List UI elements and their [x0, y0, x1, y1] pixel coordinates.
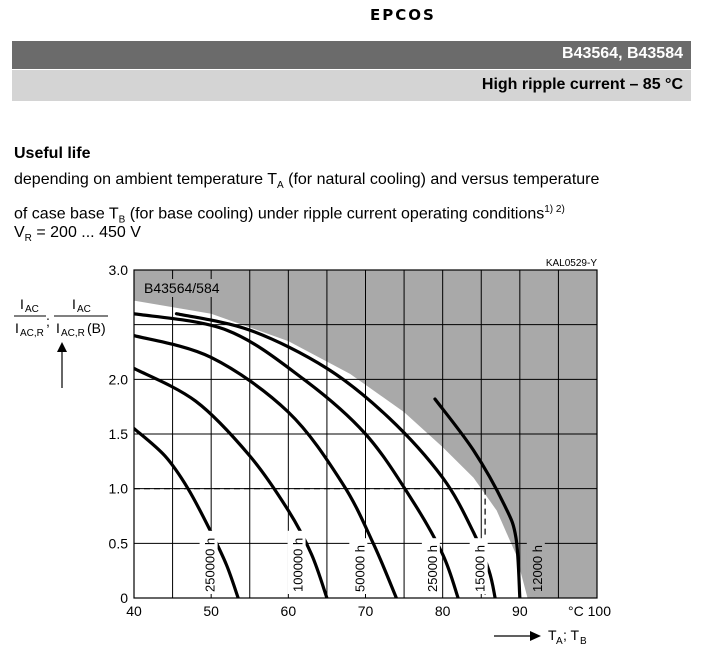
- xlabel-tb: ; T: [563, 627, 580, 643]
- series-label-bg: [287, 530, 306, 594]
- series-label-50000-h: 50000 h: [352, 545, 367, 592]
- series-label-bg: [421, 538, 440, 594]
- desc-line2-a: of case base T: [14, 205, 119, 223]
- desc-line1-a: depending on ambient temperature T: [14, 171, 277, 188]
- series-label-12000-h: 12000 h: [530, 545, 545, 592]
- y-arrow-head: [57, 342, 67, 352]
- ylabel-num2: I: [72, 296, 76, 312]
- y-tick-label: 1.0: [109, 481, 129, 497]
- ylabel-den2: I: [56, 320, 60, 336]
- desc-line2-b: (for base cooling) under ripple current …: [125, 205, 545, 223]
- curve-250000-h: [134, 426, 240, 598]
- part-numbers: B43564, B43584: [562, 45, 683, 62]
- y-tick-label: 1.5: [109, 426, 129, 442]
- y-tick-label: 0.5: [109, 535, 129, 551]
- section-heading: Useful life: [14, 145, 91, 162]
- series-label-15000-h: 15000 h: [473, 545, 488, 592]
- curve-50000-h: [134, 334, 398, 598]
- ylabel-den2-sub: AC,R: [61, 328, 85, 339]
- x-tick-label: 90: [512, 603, 528, 619]
- safe-region: [134, 300, 528, 598]
- curve-12000-h: [433, 397, 522, 598]
- voltage-a: V: [14, 224, 25, 241]
- x-tick-label: 40: [126, 603, 142, 619]
- series-label-bg: [199, 530, 218, 594]
- series-label-25000-h: 25000 h: [425, 545, 440, 592]
- plot-frame: [133, 269, 598, 599]
- x-tick-label: 60: [281, 603, 297, 619]
- curve-25000-h: [134, 312, 460, 598]
- voltage-b: = 200 ... 450 V: [31, 224, 141, 241]
- ylabel-num2-sub: AC: [77, 304, 91, 315]
- ylabel-den2-suffix: (B): [87, 320, 106, 336]
- family-label-bg: [141, 279, 231, 297]
- y-tick-label: 2.0: [109, 371, 129, 387]
- series-label-100000-h: 100000 h: [291, 538, 306, 592]
- ylabel-den1-sub: AC,R: [20, 328, 44, 339]
- voltage-range: VR = 200 ... 450 V: [14, 224, 141, 244]
- ylabel-separator: ;: [46, 313, 50, 329]
- subtitle-bar: High ripple current – 85 °C: [12, 70, 691, 101]
- x-tick-label: 50: [203, 603, 219, 619]
- desc-line2-sub: B: [118, 214, 126, 226]
- family-label: B43564/584: [144, 280, 220, 296]
- description: depending on ambient temperature TA (for…: [14, 168, 694, 233]
- ylabel-num1: I: [20, 296, 24, 312]
- series-label-bg: [349, 538, 368, 594]
- x-tick-label: 70: [358, 603, 374, 619]
- desc-line2-sup: 1) 2): [544, 204, 565, 216]
- series-label-bg: [469, 538, 488, 594]
- chart-code: KAL0529-Y: [546, 258, 597, 269]
- y-tick-label: 0: [120, 590, 128, 606]
- subtitle: High ripple current – 85 °C: [481, 76, 683, 93]
- desc-line1-b: (for natural cooling) and versus tempera…: [283, 171, 600, 188]
- desc-line1-sub: A: [277, 180, 284, 192]
- series-label-bg: [526, 538, 545, 594]
- voltage-sub: R: [24, 233, 32, 245]
- xlabel-ta: T: [548, 627, 557, 643]
- epcos-logo: EPCOS: [370, 6, 436, 24]
- xlabel-tb-sub: B: [580, 636, 587, 647]
- x-tick-label: °C 100: [568, 603, 611, 619]
- part-number-bar: B43564, B43584: [12, 41, 691, 69]
- y-tick-label: 3.0: [109, 262, 129, 278]
- curve-100000-h: [134, 366, 329, 598]
- series-label-250000-h: 250000 h: [203, 538, 218, 592]
- ylabel-num1-sub: AC: [25, 304, 39, 315]
- xlabel-ta-sub: A: [556, 636, 563, 647]
- x-tick-label: 80: [435, 603, 451, 619]
- ylabel-den1: I: [15, 320, 19, 336]
- x-arrow-head: [530, 631, 541, 641]
